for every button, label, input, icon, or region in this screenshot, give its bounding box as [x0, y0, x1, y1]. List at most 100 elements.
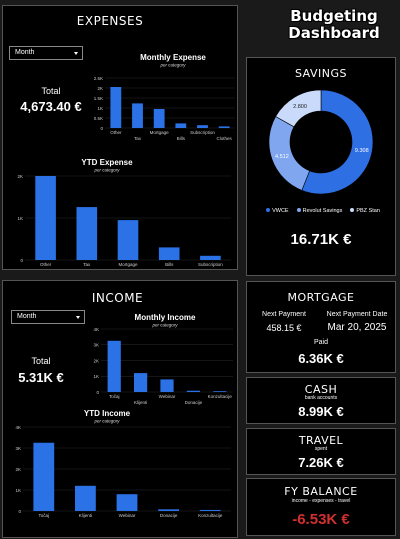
- y-tick-label: 2K: [93, 358, 99, 363]
- donut-slice[interactable]: [275, 89, 322, 128]
- y-tick-label: 1K: [97, 106, 103, 111]
- x-tick-label: Other: [110, 130, 122, 135]
- bar[interactable]: [218, 126, 230, 128]
- dashboard-heading: Budgeting Dashboard: [278, 7, 390, 43]
- bar[interactable]: [107, 340, 121, 392]
- legend-item-pbz: PBZ Stan: [350, 208, 380, 214]
- x-tick-label: Clothes: [217, 136, 233, 141]
- fy-balance-panel: FY BALANCE income - expenses - travel -6…: [246, 478, 396, 536]
- expenses-total-label: Total: [41, 86, 61, 96]
- y-tick-label: 3K: [15, 446, 21, 451]
- bar[interactable]: [158, 509, 179, 511]
- bar[interactable]: [186, 390, 200, 392]
- income-period-dropdown[interactable]: Month: [11, 310, 85, 324]
- savings-total: 16.71K €: [290, 231, 352, 248]
- bar[interactable]: [132, 103, 143, 128]
- bar[interactable]: [117, 220, 139, 260]
- mortgage-panel: MORTGAGE Next Payment 458.15 € Next Paym…: [246, 281, 396, 373]
- x-tick-label: Klijenti: [134, 400, 147, 405]
- cash-subtitle: bank accounts: [304, 395, 338, 401]
- expenses-period-dropdown[interactable]: Month: [9, 46, 83, 60]
- travel-panel: TRAVEL spent 7.26K €: [246, 428, 396, 475]
- x-tick-label: Konzultacije: [208, 394, 233, 399]
- bar[interactable]: [110, 87, 122, 128]
- x-tick-label: Webinar: [159, 394, 176, 399]
- x-tick-label: Webinar: [119, 513, 136, 518]
- x-tick-label: Other: [40, 262, 52, 267]
- next-payment-date-label: Next Payment Date: [326, 311, 388, 318]
- bar[interactable]: [35, 176, 56, 260]
- y-tick-label: 4K: [15, 425, 21, 430]
- y-tick-label: 0: [100, 126, 103, 131]
- y-tick-label: 4K: [93, 327, 99, 332]
- heading-line-1: Budgeting: [290, 7, 378, 25]
- chart-subtitle: per category: [93, 418, 120, 423]
- legend-dot: [266, 208, 271, 212]
- y-tick-label: 0.5K: [94, 116, 103, 121]
- savings-legend: VWCE Revolut Savings PBZ Stan: [251, 208, 395, 214]
- mortgage-title: MORTGAGE: [287, 291, 355, 304]
- x-tick-label: Donacije: [185, 400, 203, 405]
- x-tick-label: Tax: [134, 136, 142, 141]
- donut-slice-label: 4.512: [275, 154, 289, 160]
- y-tick-label: 0: [96, 390, 99, 395]
- bar[interactable]: [134, 373, 148, 392]
- expenses-title: EXPENSES: [76, 14, 144, 28]
- savings-panel: SAVINGS 9.308 4.512 2.800 VWCE Revolut Sav…: [246, 57, 396, 276]
- bar[interactable]: [213, 391, 227, 392]
- bar[interactable]: [158, 247, 180, 260]
- y-tick-label: 0: [20, 258, 23, 263]
- bar[interactable]: [175, 123, 187, 128]
- income-total-label: Total: [31, 356, 51, 366]
- savings-donut-chart: 9.308 4.512 2.800: [268, 89, 374, 195]
- chart-subtitle: per category: [159, 62, 186, 67]
- chart-subtitle: per category: [93, 167, 120, 172]
- bar[interactable]: [200, 255, 221, 260]
- travel-subtitle: spent: [314, 446, 328, 452]
- cash-title: CASH: [304, 383, 338, 396]
- expenses-total-value: 4,673.40 €: [20, 99, 82, 114]
- x-tick-label: Konzultacije: [198, 513, 223, 518]
- chart-title: Monthly Income: [135, 313, 196, 322]
- bar[interactable]: [116, 494, 138, 511]
- dropdown-value: Month: [17, 313, 37, 320]
- legend-item-vwce: VWCE: [266, 208, 289, 214]
- savings-title: SAVINGS: [294, 67, 347, 80]
- y-tick-label: 2.5K: [94, 76, 103, 81]
- x-tick-label: Subscription: [190, 130, 215, 135]
- bar[interactable]: [76, 207, 98, 260]
- fy-balance-subtitle: income - expenses - travel: [291, 498, 351, 504]
- bar[interactable]: [197, 125, 208, 128]
- next-payment-date-value: Mar 20, 2025: [327, 322, 387, 333]
- next-payment-value: 458.15 €: [266, 323, 302, 333]
- x-tick-label: Mortgage: [118, 262, 138, 267]
- x-tick-label: Točaj: [39, 513, 50, 518]
- x-tick-label: Bills: [177, 136, 186, 141]
- chevron-down-icon: [74, 52, 78, 55]
- x-tick-label: Subscription: [198, 262, 223, 267]
- legend-dot: [296, 208, 301, 212]
- bar[interactable]: [75, 485, 96, 511]
- legend-label: VWCE: [272, 208, 289, 214]
- income-title: INCOME: [91, 291, 144, 305]
- bar[interactable]: [160, 379, 174, 392]
- legend-label: Revolut Savings: [302, 208, 343, 214]
- next-payment-label: Next Payment: [262, 311, 306, 318]
- bar[interactable]: [153, 109, 165, 128]
- y-tick-label: 2K: [15, 467, 21, 472]
- dropdown-value: Month: [15, 49, 35, 56]
- x-tick-label: Mortgage: [150, 130, 170, 135]
- y-tick-label: 1.5K: [94, 96, 103, 101]
- y-tick-label: 3K: [93, 343, 99, 348]
- x-tick-label: Tax: [83, 262, 91, 267]
- bar[interactable]: [199, 509, 221, 511]
- bar[interactable]: [33, 442, 55, 511]
- y-tick-label: 1K: [93, 374, 99, 379]
- fy-balance-title: FY BALANCE: [284, 485, 358, 498]
- donut-slice[interactable]: [301, 89, 374, 195]
- x-tick-label: Klijenti: [79, 513, 92, 518]
- y-tick-label: 1K: [17, 216, 23, 221]
